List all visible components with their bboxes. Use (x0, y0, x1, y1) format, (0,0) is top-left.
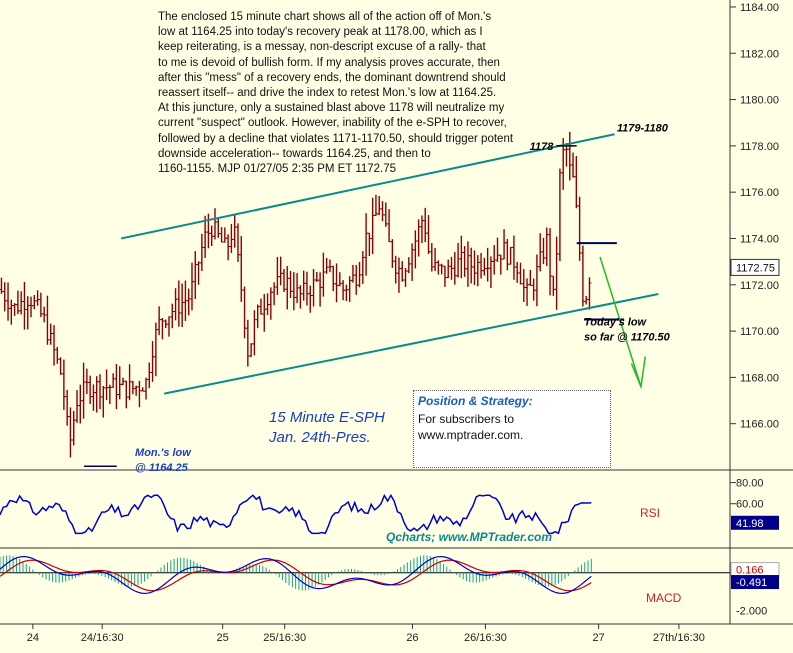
chart-title: 15 Minute E-SPH (269, 409, 385, 426)
price-tick-label: 1166.00 (740, 419, 779, 431)
rsi-tick-label: 60.00 (736, 499, 764, 511)
rsi-panel: 80.00 60.00 41.98 RSI (0, 478, 779, 535)
x-tick-label: 27th/16:30 (653, 632, 705, 644)
x-tick-label: 26 (406, 632, 418, 644)
last-price-label: 1172.75 (736, 262, 775, 274)
x-axis: 24 24/16:30 25 25/16:30 26 26/16:30 27 27th/16:… (27, 624, 705, 644)
rsi-line (0, 493, 592, 535)
position-strategy-header: Position & Strategy: (418, 394, 533, 408)
commentary-text: The enclosed 15 minute chart shows all o… (158, 11, 514, 176)
trend-channel (83, 133, 659, 467)
today-low-label: Today's low (584, 317, 648, 329)
rsi-value-box (731, 515, 779, 530)
channel-upper-line (120, 133, 615, 240)
channel-lower-line (164, 293, 659, 395)
x-tick-label: 24/16:30 (81, 632, 124, 644)
signal-value-box (731, 575, 779, 590)
macd-line (0, 555, 592, 595)
price-tick-label: 1178.00 (740, 141, 779, 153)
price-tick-label: 1170.00 (740, 326, 779, 338)
projection-arrow (599, 256, 642, 387)
price-tick-label: 1176.00 (740, 187, 779, 199)
price-tick-label: 1180.00 (740, 95, 779, 107)
x-tick-label: 26/16:30 (464, 632, 507, 644)
last-price-box (730, 258, 780, 276)
peak-label: 1178 (530, 141, 555, 153)
price-bars (0, 131, 592, 458)
position-strategy-box: Position & Strategy: For subscribers to … (413, 390, 611, 468)
macd-tick-label: -2.000 (736, 606, 767, 618)
price-tick-label: 1174.00 (740, 233, 779, 245)
mon-low-label: Mon.'s low (135, 447, 192, 459)
mon-low-value-label: @ 1164.25 (135, 462, 189, 474)
chart-subtitle: Jan. 24th-Pres. (268, 429, 371, 446)
price-tick-label: 1182.00 (740, 48, 779, 60)
x-tick-label: 25 (217, 632, 229, 644)
subscriber-link[interactable]: www.mptrader.com. (418, 428, 524, 442)
resistance-zone-label: 1179-1180 (617, 122, 669, 134)
price-tick-label: 1172.00 (740, 280, 779, 292)
signal-value-label: -0.491 (736, 577, 767, 589)
x-tick-label: 25/16:30 (263, 632, 306, 644)
chart-labels: 1178 1179-1180 Today's low so far @ 1170.50… (135, 122, 671, 544)
macd-title: MACD (646, 591, 682, 605)
macd-value-label: 0.166 (736, 565, 764, 577)
macd-panel: 0.166-0.491 -2.000 MACD (0, 555, 780, 618)
subscriber-line: For subscribers to (418, 412, 515, 426)
chart-credit: Qcharts; www.MPTrader.com (386, 530, 552, 544)
rsi-title: RSI (640, 506, 660, 520)
price-tick-label: 1168.00 (740, 372, 779, 384)
price-tick-label: 1184.00 (740, 2, 779, 14)
rsi-value-label: 41.98 (736, 518, 764, 530)
macd-signal-line (0, 559, 592, 592)
rsi-tick-label: 80.00 (736, 478, 764, 490)
x-tick-label: 27 (592, 632, 604, 644)
price-axis: 1166.00 1168.00 1170.00 1172.00 1174.00 1176.… (730, 2, 780, 431)
today-low-value-label: so far @ 1170.50 (584, 332, 671, 344)
projection-arrowhead (630, 356, 647, 390)
x-tick-label: 24 (27, 632, 39, 644)
